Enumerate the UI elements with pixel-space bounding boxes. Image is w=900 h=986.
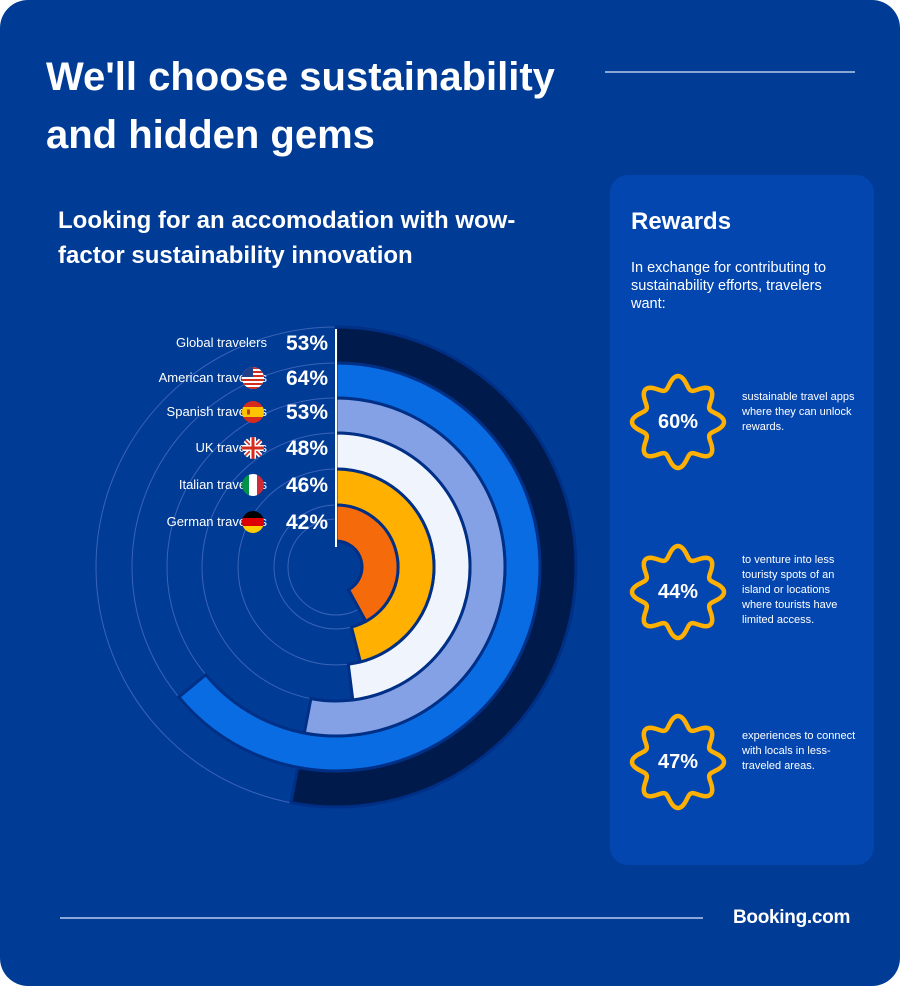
value-label-german: 42%: [285, 511, 328, 534]
value-label-global: 53%: [285, 332, 328, 355]
radial-bar-german: [334, 503, 400, 624]
italy-flag-icon: [242, 474, 264, 496]
us-flag-icon: [242, 367, 264, 389]
booking-logo: Booking.com: [733, 907, 851, 928]
category-label-uk: UK travelers: [195, 440, 267, 455]
value-label-italian: 46%: [285, 474, 328, 497]
reward-text: sustainable travel apps where they can u…: [742, 391, 855, 433]
reward-value: 47%: [657, 751, 699, 773]
category-label-american: American travelers: [158, 370, 267, 385]
page-title: We'll choose sustainability and hidden g…: [46, 55, 555, 157]
badge-outline: [629, 543, 727, 641]
category-label-italian: Italian travelers: [178, 477, 267, 492]
category-label-global: Global travelers: [175, 335, 267, 350]
chart-title: Looking for an accomodation with wow-fac…: [58, 207, 516, 269]
badge-icon: [629, 713, 727, 811]
reward-item: 44% to venture into less touristy spots …: [628, 542, 868, 642]
rewards-description: In exchange for contributing to sustaina…: [631, 260, 827, 312]
badge-icon: [629, 543, 727, 641]
value-label-uk: 48%: [285, 437, 328, 460]
badge-outline: [629, 713, 727, 811]
rewards-panel: Rewards In exchange for contributing to …: [610, 175, 874, 865]
value-label-spanish: 53%: [285, 401, 328, 424]
reward-text: experiences to connect with locals in le…: [742, 730, 856, 772]
reward-value: 44%: [657, 581, 699, 603]
title-divider: [605, 71, 855, 73]
badge-icon: [629, 373, 727, 471]
reward-text: to venture into less touristy spots of a…: [742, 554, 838, 626]
uk-flag-icon: [242, 437, 264, 459]
footer-divider: [60, 917, 703, 919]
category-label-spanish: Spanish travelers: [166, 404, 267, 419]
reward-value: 60%: [657, 411, 699, 433]
spain-flag-icon: [242, 401, 264, 423]
reward-item: 60% sustainable travel apps where they c…: [628, 372, 868, 472]
germany-flag-icon: [242, 511, 264, 533]
rewards-title: Rewards: [631, 208, 732, 235]
value-label-american: 64%: [285, 367, 328, 390]
badge-outline: [629, 373, 727, 471]
category-label-german: German travelers: [166, 514, 267, 529]
reward-item: 47% experiences to connect with locals i…: [628, 712, 868, 812]
